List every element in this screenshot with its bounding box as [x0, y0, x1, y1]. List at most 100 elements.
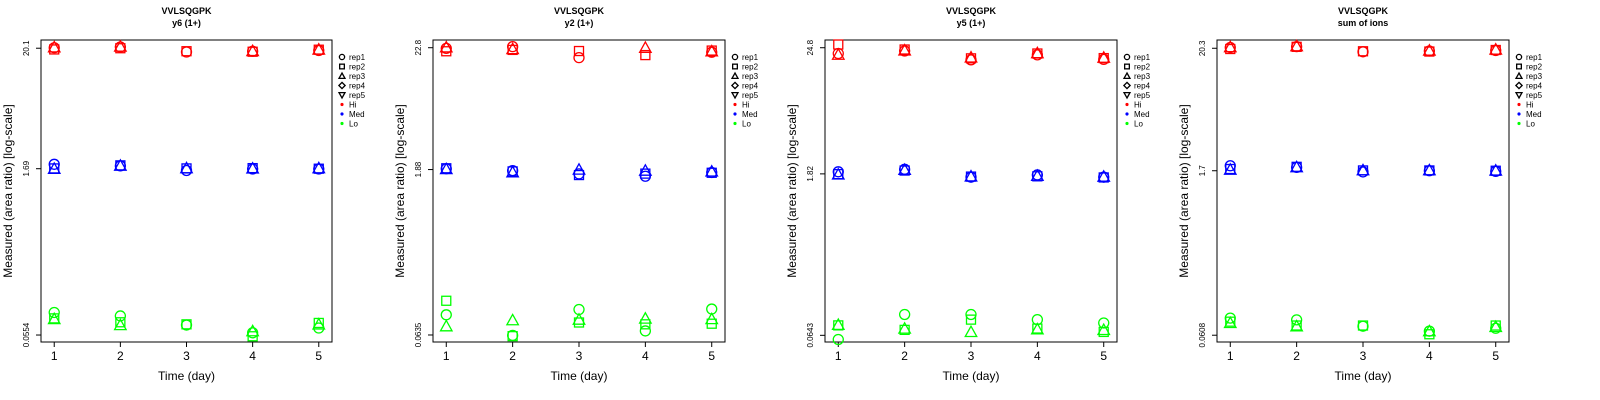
legend-label-lo: Lo [349, 120, 358, 129]
data-point-lo [440, 309, 452, 321]
data-point-med [47, 161, 62, 174]
data-point-hi [1096, 50, 1111, 63]
data-point-lo [638, 311, 653, 324]
data-point-lo [245, 324, 260, 337]
x-tick-label: 3 [968, 349, 975, 363]
y-tick-label: 1.88 [414, 161, 423, 177]
legend-label-rep4: rep4 [349, 82, 366, 91]
data-point-lo [572, 312, 586, 325]
x-axis-label: Time (day) [1335, 369, 1392, 383]
data-point-med [639, 170, 652, 182]
y-axis-label: Measured (area ratio) [log-scale] [1, 104, 15, 277]
data-point-lo [48, 306, 60, 319]
data-point-med [573, 169, 585, 181]
x-tick-label: 5 [708, 349, 715, 363]
legend-label-lo: Lo [1526, 120, 1535, 129]
legend-label-hi: Hi [742, 101, 750, 110]
data-point-lo [115, 317, 126, 328]
legend-marker-hi [1517, 102, 1521, 107]
x-tick-label: 5 [1100, 349, 1107, 363]
data-point-lo [1223, 315, 1238, 329]
legend-marker-rep1 [338, 53, 346, 61]
legend-marker-lo [1517, 121, 1521, 126]
legend-marker-hi [340, 102, 344, 107]
y-tick-label: 20.3 [1198, 40, 1207, 56]
data-point-med [1289, 160, 1304, 173]
legend-marker-rep3 [337, 71, 347, 80]
data-point-lo [898, 308, 911, 321]
legend-label-rep2: rep2 [349, 63, 366, 72]
data-point-lo [1422, 324, 1437, 337]
legend-marker-rep2 [1124, 63, 1130, 70]
x-tick-label: 1 [1227, 349, 1234, 363]
legend-marker-rep2 [732, 63, 738, 70]
chart-subtitle: y5 (1+) [957, 18, 986, 28]
data-point-med [638, 163, 653, 176]
data-point-med [964, 169, 978, 182]
legend-marker-rep5 [1514, 91, 1524, 100]
x-tick-label: 2 [901, 349, 908, 363]
x-tick-label: 1 [443, 349, 450, 363]
data-point-hi [1488, 42, 1503, 55]
chart-panel-1: VVLSQGPK y6 (1+) 1 2 3 4 5 Time (day) 0.0554 1.69… [1, 6, 366, 383]
data-point-hi [1289, 39, 1304, 52]
data-point-lo [114, 310, 127, 322]
data-point-lo [704, 311, 719, 325]
data-point-hi [1223, 39, 1238, 53]
legend-label-rep3: rep3 [1134, 72, 1151, 81]
x-axis-label: Time (day) [551, 369, 608, 383]
data-point-lo [639, 325, 652, 337]
data-point-lo [1289, 319, 1304, 332]
legend-label-rep1: rep1 [349, 53, 366, 62]
legend-marker-lo [1125, 121, 1129, 126]
data-point-med [572, 162, 586, 175]
legend-marker-rep5 [337, 91, 347, 100]
data-point-lo [47, 311, 62, 325]
legend-label-rep2: rep2 [1526, 63, 1543, 72]
legend-label-rep4: rep4 [742, 82, 759, 91]
legend-marker-rep4 [730, 81, 740, 90]
legend-marker-med [340, 112, 344, 116]
data-point-lo [1488, 319, 1503, 333]
x-axis-label: Time (day) [158, 369, 215, 383]
x-tick-label: 2 [509, 349, 516, 363]
legend-label-hi: Hi [1526, 101, 1534, 110]
legend-marker-rep1 [1515, 53, 1523, 61]
legend-marker-lo [733, 121, 737, 126]
data-point-hi [439, 40, 454, 53]
legend-label-rep2: rep2 [742, 63, 759, 72]
chart-subtitle: y6 (1+) [172, 18, 201, 28]
chart-panel-3: VVLSQGPK y5 (1+) 1 2 3 4 5 Time (day) 0.0643 1.82… [785, 6, 1151, 383]
data-point-hi [245, 43, 260, 57]
legend-label-hi: Hi [1134, 101, 1142, 110]
data-point-hi [507, 44, 518, 56]
plot-frame [824, 39, 1118, 343]
x-tick-label: 3 [183, 349, 190, 363]
data-point-hi [1357, 46, 1369, 57]
legend-label-rep3: rep3 [1526, 72, 1543, 81]
legend-marker-lo [340, 121, 344, 126]
legend-label-rep3: rep3 [742, 72, 759, 81]
data-point-med [113, 158, 128, 171]
data-point-med [1488, 163, 1503, 176]
chart-title: VVLSQGPK [554, 6, 605, 16]
y-axis-label: Measured (area ratio) [log-scale] [393, 104, 407, 277]
data-point-hi [704, 44, 719, 57]
legend-label-med: Med [349, 110, 365, 119]
y-axis-label: Measured (area ratio) [log-scale] [1177, 104, 1191, 277]
data-point-lo [1290, 314, 1303, 326]
legend-label-rep1: rep1 [742, 53, 759, 62]
legend-label-rep3: rep3 [349, 72, 366, 81]
chart-subtitle: y2 (1+) [565, 18, 594, 28]
x-tick-label: 2 [117, 349, 124, 363]
legend-marker-rep4 [1122, 81, 1132, 90]
data-point-lo [113, 317, 128, 331]
x-tick-label: 3 [1360, 349, 1367, 363]
legend-label-rep5: rep5 [1526, 91, 1543, 100]
y-tick-label: 22.8 [414, 39, 423, 55]
